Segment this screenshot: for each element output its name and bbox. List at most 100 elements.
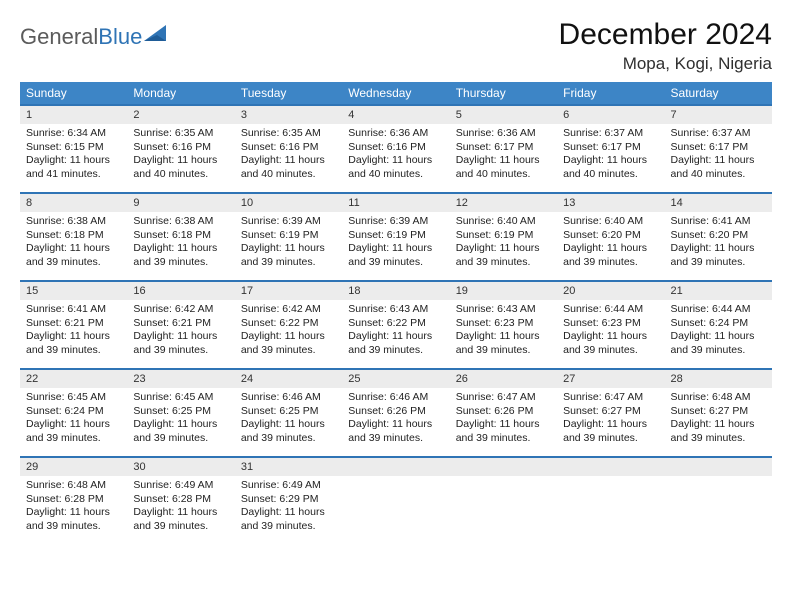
sunrise-line: Sunrise: 6:39 AM [241,215,336,229]
calendar-day-cell: 5Sunrise: 6:36 AMSunset: 6:17 PMDaylight… [450,104,557,192]
day-details: Sunrise: 6:42 AMSunset: 6:22 PMDaylight:… [235,300,342,361]
day-details: Sunrise: 6:45 AMSunset: 6:25 PMDaylight:… [127,388,234,449]
day-details: Sunrise: 6:45 AMSunset: 6:24 PMDaylight:… [20,388,127,449]
logo-text-general: General [20,24,98,49]
calendar-week-row: 29Sunrise: 6:48 AMSunset: 6:28 PMDayligh… [20,456,772,544]
sunset-line: Sunset: 6:21 PM [26,317,121,331]
sunset-line: Sunset: 6:19 PM [348,229,443,243]
sunrise-line: Sunrise: 6:46 AM [348,391,443,405]
daylight-line: Daylight: 11 hours and 39 minutes. [133,242,228,269]
day-details: Sunrise: 6:41 AMSunset: 6:21 PMDaylight:… [20,300,127,361]
day-number-bar: 16 [127,280,234,300]
day-details: Sunrise: 6:44 AMSunset: 6:24 PMDaylight:… [665,300,772,361]
day-number-bar: 24 [235,368,342,388]
sunrise-line: Sunrise: 6:46 AM [241,391,336,405]
day-details: Sunrise: 6:44 AMSunset: 6:23 PMDaylight:… [557,300,664,361]
calendar-day-cell: 3Sunrise: 6:35 AMSunset: 6:16 PMDaylight… [235,104,342,192]
sunrise-line: Sunrise: 6:47 AM [456,391,551,405]
day-details: Sunrise: 6:47 AMSunset: 6:27 PMDaylight:… [557,388,664,449]
day-details: Sunrise: 6:43 AMSunset: 6:22 PMDaylight:… [342,300,449,361]
sunrise-line: Sunrise: 6:37 AM [671,127,766,141]
sunset-line: Sunset: 6:17 PM [563,141,658,155]
sunset-line: Sunset: 6:19 PM [241,229,336,243]
daylight-line: Daylight: 11 hours and 39 minutes. [348,242,443,269]
sunset-line: Sunset: 6:22 PM [348,317,443,331]
sunset-line: Sunset: 6:15 PM [26,141,121,155]
daylight-line: Daylight: 11 hours and 39 minutes. [456,418,551,445]
sunrise-line: Sunrise: 6:47 AM [563,391,658,405]
sunset-line: Sunset: 6:18 PM [133,229,228,243]
calendar-empty-cell [665,456,772,544]
daylight-line: Daylight: 11 hours and 39 minutes. [241,330,336,357]
sunrise-line: Sunrise: 6:34 AM [26,127,121,141]
day-number-bar: 31 [235,456,342,476]
calendar-day-cell: 24Sunrise: 6:46 AMSunset: 6:25 PMDayligh… [235,368,342,456]
sunrise-line: Sunrise: 6:45 AM [26,391,121,405]
sunrise-line: Sunrise: 6:41 AM [671,215,766,229]
daylight-line: Daylight: 11 hours and 39 minutes. [563,418,658,445]
month-title: December 2024 [559,18,772,52]
daylight-line: Daylight: 11 hours and 39 minutes. [563,330,658,357]
sunset-line: Sunset: 6:17 PM [456,141,551,155]
calendar-day-cell: 4Sunrise: 6:36 AMSunset: 6:16 PMDaylight… [342,104,449,192]
calendar-day-cell: 13Sunrise: 6:40 AMSunset: 6:20 PMDayligh… [557,192,664,280]
calendar-day-cell: 2Sunrise: 6:35 AMSunset: 6:16 PMDaylight… [127,104,234,192]
calendar-day-cell: 27Sunrise: 6:47 AMSunset: 6:27 PMDayligh… [557,368,664,456]
daylight-line: Daylight: 11 hours and 39 minutes. [241,418,336,445]
title-block: December 2024 Mopa, Kogi, Nigeria [559,18,772,74]
day-details: Sunrise: 6:39 AMSunset: 6:19 PMDaylight:… [342,212,449,273]
page-header: GeneralBlue December 2024 Mopa, Kogi, Ni… [20,18,772,74]
day-number-bar: 17 [235,280,342,300]
calendar-day-cell: 31Sunrise: 6:49 AMSunset: 6:29 PMDayligh… [235,456,342,544]
calendar-day-cell: 20Sunrise: 6:44 AMSunset: 6:23 PMDayligh… [557,280,664,368]
daylight-line: Daylight: 11 hours and 39 minutes. [671,242,766,269]
day-details: Sunrise: 6:43 AMSunset: 6:23 PMDaylight:… [450,300,557,361]
day-details: Sunrise: 6:46 AMSunset: 6:25 PMDaylight:… [235,388,342,449]
day-details: Sunrise: 6:48 AMSunset: 6:27 PMDaylight:… [665,388,772,449]
calendar-body: 1Sunrise: 6:34 AMSunset: 6:15 PMDaylight… [20,104,772,544]
sunrise-line: Sunrise: 6:42 AM [241,303,336,317]
sunset-line: Sunset: 6:29 PM [241,493,336,507]
day-number-bar: 30 [127,456,234,476]
day-number-bar: 25 [342,368,449,388]
day-details [450,476,557,535]
day-details: Sunrise: 6:46 AMSunset: 6:26 PMDaylight:… [342,388,449,449]
day-details [557,476,664,535]
sunrise-line: Sunrise: 6:38 AM [133,215,228,229]
day-number-bar: 19 [450,280,557,300]
daylight-line: Daylight: 11 hours and 39 minutes. [671,418,766,445]
sunset-line: Sunset: 6:20 PM [563,229,658,243]
daylight-line: Daylight: 11 hours and 39 minutes. [348,330,443,357]
calendar-day-cell: 6Sunrise: 6:37 AMSunset: 6:17 PMDaylight… [557,104,664,192]
calendar-day-cell: 25Sunrise: 6:46 AMSunset: 6:26 PMDayligh… [342,368,449,456]
sunset-line: Sunset: 6:26 PM [456,405,551,419]
calendar-day-cell: 19Sunrise: 6:43 AMSunset: 6:23 PMDayligh… [450,280,557,368]
day-number-bar: 21 [665,280,772,300]
daylight-line: Daylight: 11 hours and 40 minutes. [241,154,336,181]
calendar-empty-cell [450,456,557,544]
day-details [342,476,449,535]
sunrise-line: Sunrise: 6:40 AM [456,215,551,229]
sunrise-line: Sunrise: 6:49 AM [133,479,228,493]
day-number-bar: 28 [665,368,772,388]
sunset-line: Sunset: 6:28 PM [133,493,228,507]
daylight-line: Daylight: 11 hours and 40 minutes. [133,154,228,181]
sunset-line: Sunset: 6:28 PM [26,493,121,507]
day-number-bar: 13 [557,192,664,212]
day-number-bar: 2 [127,104,234,124]
day-details: Sunrise: 6:49 AMSunset: 6:28 PMDaylight:… [127,476,234,537]
daylight-line: Daylight: 11 hours and 40 minutes. [348,154,443,181]
sunset-line: Sunset: 6:16 PM [348,141,443,155]
daylight-line: Daylight: 11 hours and 39 minutes. [133,506,228,533]
calendar-day-cell: 7Sunrise: 6:37 AMSunset: 6:17 PMDaylight… [665,104,772,192]
calendar-day-cell: 21Sunrise: 6:44 AMSunset: 6:24 PMDayligh… [665,280,772,368]
sunset-line: Sunset: 6:27 PM [671,405,766,419]
sunrise-line: Sunrise: 6:37 AM [563,127,658,141]
sunrise-line: Sunrise: 6:38 AM [26,215,121,229]
calendar-page: GeneralBlue December 2024 Mopa, Kogi, Ni… [0,0,792,612]
daylight-line: Daylight: 11 hours and 40 minutes. [563,154,658,181]
calendar-day-cell: 1Sunrise: 6:34 AMSunset: 6:15 PMDaylight… [20,104,127,192]
weekday-header: Sunday [20,82,127,104]
day-number-bar: 7 [665,104,772,124]
logo-text-blue: Blue [98,24,142,49]
